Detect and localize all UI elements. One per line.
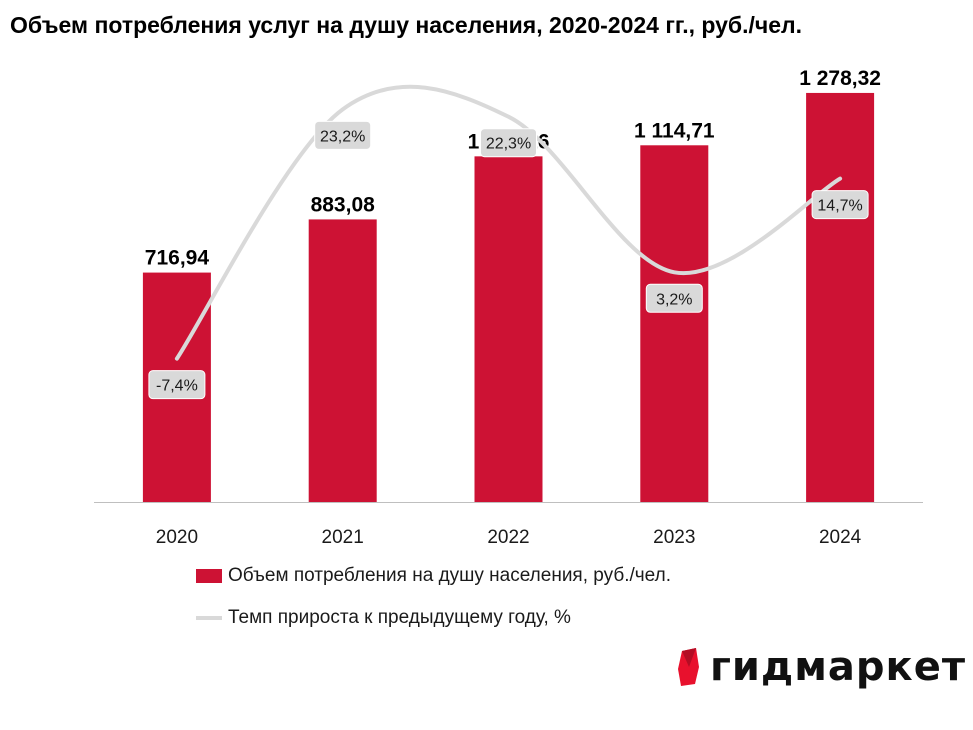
growth-label: 14,7%: [817, 198, 862, 215]
bar-value-label: 883,08: [311, 193, 376, 216]
x-tick-label: 2023: [653, 527, 695, 548]
x-tick-label: 2020: [156, 527, 198, 548]
growth-label: -7,4%: [156, 378, 198, 395]
bar: [806, 92, 875, 503]
growth-label-box: [480, 128, 537, 158]
legend-bar-swatch: [196, 569, 222, 583]
growth-label-box: [148, 370, 206, 400]
growth-label: 3,2%: [656, 291, 692, 308]
legend-item-line: Темп прироста к предыдущему году, %: [196, 607, 571, 629]
bar: [474, 156, 543, 502]
growth-label-box: [645, 283, 703, 313]
bar-value-label: 1 114,71: [634, 119, 715, 142]
chart-title: Объем потребления услуг на душу населени…: [10, 12, 803, 38]
legend-line-label: Темп прироста к предыдущему году, %: [228, 607, 571, 628]
x-tick-label: 2024: [819, 527, 862, 548]
brand-logo: гидмаркет: [676, 644, 966, 690]
growth-label-box: [811, 190, 869, 220]
legend-item-bars: Объем потребления на душу населения, руб…: [196, 565, 671, 587]
growth-label: 22,3%: [486, 136, 531, 153]
logo-text: гидмаркет: [710, 644, 967, 690]
legend-line-swatch: [196, 616, 222, 620]
growth-label: 23,2%: [320, 128, 365, 145]
x-tick-label: 2022: [487, 527, 529, 548]
bar-value-label: 1 278,32: [799, 67, 881, 90]
growth-line: [174, 84, 843, 361]
x-tick-label: 2021: [322, 527, 364, 548]
bar-value-label: 716,94: [145, 247, 210, 270]
growth-label-box: [314, 120, 372, 150]
legend-bar-label: Объем потребления на душу населения, руб…: [228, 565, 671, 586]
bar: [640, 145, 709, 503]
logo-mark-icon: [678, 648, 699, 686]
bar: [308, 219, 377, 502]
